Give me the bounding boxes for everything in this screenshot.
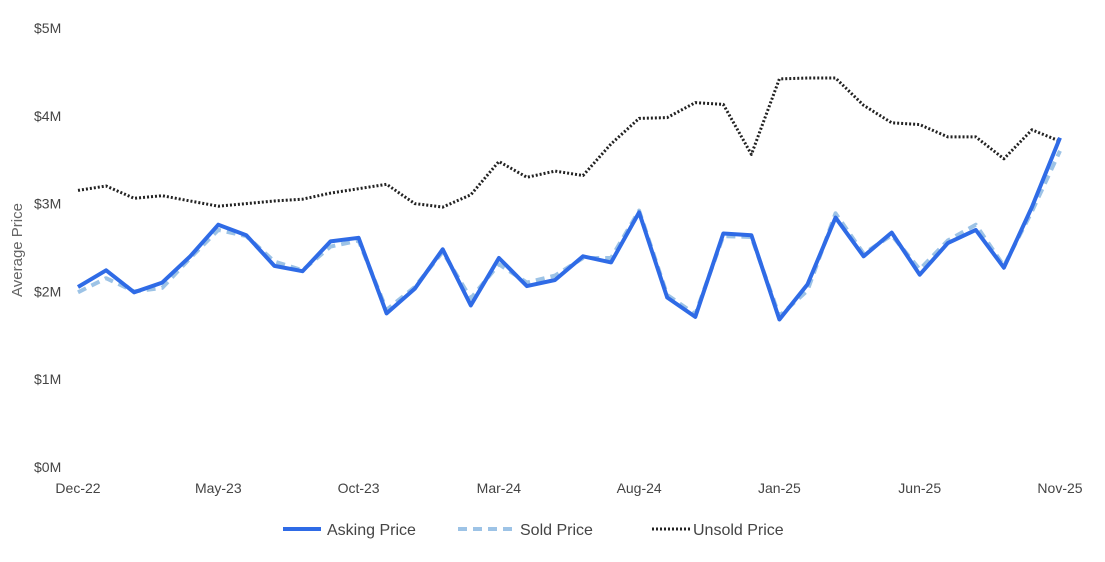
- x-axis-ticks: Dec-22 May-23 Oct-23 Mar-24 Aug-24 Jan-25 Jun-…: [55, 480, 1082, 496]
- legend: Asking Price Sold Price Unsold Price: [283, 522, 784, 539]
- series-lines: [76, 76, 1062, 322]
- x-tick-label: Jan-25: [758, 480, 801, 496]
- x-tick-label: Jun-25: [898, 480, 941, 496]
- y-tick-label: $5M: [34, 20, 61, 36]
- legend-label: Unsold Price: [693, 522, 784, 539]
- y-tick-label: $1M: [34, 371, 61, 387]
- legend-label: Asking Price: [327, 522, 416, 539]
- series-line-unsold-price: [77, 76, 1061, 209]
- x-tick-label: Nov-25: [1037, 480, 1082, 496]
- x-tick-label: Mar-24: [477, 480, 522, 496]
- series-line-asking-price: [76, 137, 1062, 322]
- y-tick-label: $3M: [34, 196, 61, 212]
- x-tick-label: May-23: [195, 480, 242, 496]
- x-tick-label: Aug-24: [617, 480, 662, 496]
- y-axis-title: Average Price: [9, 203, 26, 297]
- x-tick-label: Dec-22: [55, 480, 100, 496]
- x-tick-label: Oct-23: [338, 480, 380, 496]
- y-tick-label: $0M: [34, 459, 61, 475]
- legend-label: Sold Price: [520, 522, 593, 539]
- y-axis-ticks: $0M $1M $2M $3M $4M $5M: [34, 20, 61, 475]
- series-line-sold-price: [77, 150, 1062, 318]
- y-tick-label: $2M: [34, 283, 61, 299]
- y-tick-label: $4M: [34, 108, 61, 124]
